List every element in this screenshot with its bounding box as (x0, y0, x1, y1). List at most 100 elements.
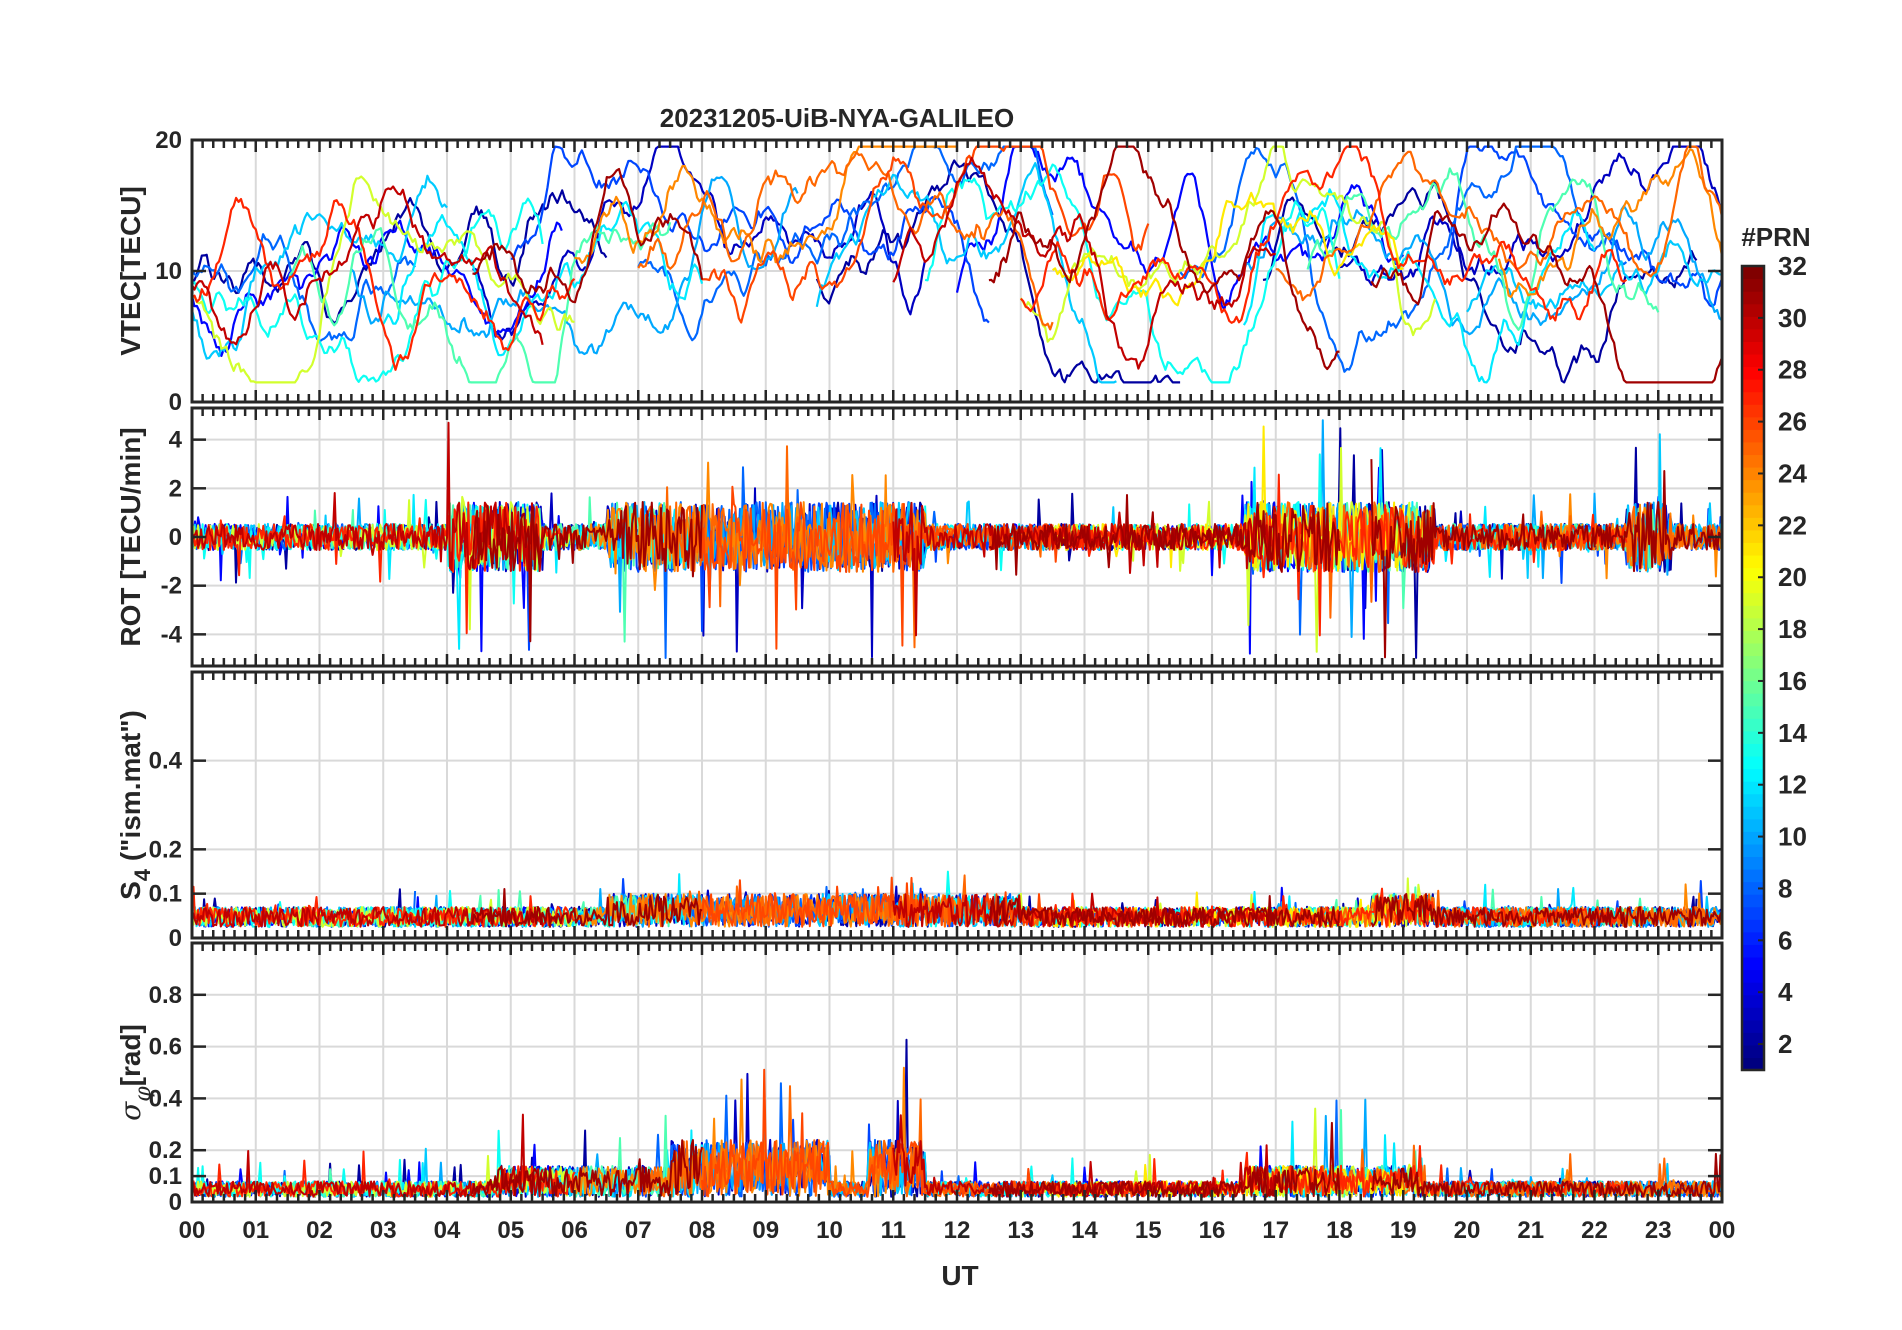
series-prn-8-line (637, 145, 1054, 342)
x-tick-label: 20 (1454, 1217, 1481, 1244)
series-prn-7-line (510, 145, 990, 324)
colorbar-tick-label: 30 (1778, 303, 1807, 333)
series-prn-7-line (1446, 145, 1722, 308)
series-prn-19-line (192, 175, 575, 384)
panel-s4-series (192, 870, 1722, 928)
panel-s4-ylabel: S4 ("ism.mat") (115, 710, 155, 900)
colorbar-segment (1742, 504, 1764, 518)
series-prn-12-line (382, 200, 704, 357)
colorbar-segment (1742, 718, 1764, 732)
colorbar-segment (1742, 303, 1764, 317)
y-tick-label: 0.2 (149, 1137, 182, 1164)
series-prn-31-line (987, 1121, 1341, 1198)
colorbar-segment (1742, 1007, 1764, 1021)
colorbar-segment (1742, 843, 1764, 858)
colorbar-segment (1742, 655, 1764, 669)
colorbar-segment (1742, 630, 1764, 644)
panel-vtec: 0 10 20 VTEC[TECU] (115, 127, 1724, 416)
colorbar-segment (1742, 768, 1764, 782)
x-tick-label: 09 (752, 1217, 779, 1244)
colorbar-segment (1742, 316, 1764, 330)
y-tick-label: 0.6 (149, 1034, 182, 1061)
colorbar-segment (1742, 894, 1764, 908)
x-tick-label: 18 (1326, 1217, 1353, 1244)
colorbar-segment (1742, 969, 1764, 983)
panel-rot-series (192, 419, 1722, 659)
panel-vtec-ylabel: VTEC[TECU] (115, 186, 146, 356)
colorbar-tick-label: 12 (1778, 770, 1807, 800)
colorbar-segment (1742, 806, 1764, 820)
x-tick-label: 04 (434, 1217, 461, 1244)
colorbar-segment (1742, 291, 1764, 305)
colorbar-segment (1742, 1057, 1764, 1071)
x-tick-label: 05 (497, 1217, 524, 1244)
y-tick-label: 20 (155, 127, 182, 154)
colorbar-segment (1742, 1044, 1764, 1059)
x-tick-label: 01 (242, 1217, 269, 1244)
colorbar-segment (1742, 956, 1764, 971)
colorbar-segment (1742, 994, 1764, 1008)
colorbar-segment (1742, 693, 1764, 707)
series-prn-31-line (987, 895, 1341, 928)
series-prn-10-line (350, 175, 799, 356)
colorbar-tick-label: 8 (1778, 873, 1792, 903)
colorbar-segment (1742, 755, 1764, 770)
colorbar-segment (1742, 567, 1764, 581)
panel-rot: -4 -2 0 2 4 ROT [TECU/min] (115, 406, 1724, 668)
series-prn-11-line (1466, 239, 1722, 313)
colorbar-tick-label: 32 (1778, 251, 1807, 281)
colorbar-segment (1742, 982, 1764, 996)
x-tick-label: 03 (370, 1217, 397, 1244)
colorbar-segment (1742, 278, 1764, 292)
x-tick-label: 00 (179, 1217, 206, 1244)
y-tick-label: 0.4 (149, 748, 183, 775)
series-prn-30-line (192, 421, 544, 572)
series-prn-31-line (472, 167, 704, 304)
x-tick-label: 17 (1262, 1217, 1289, 1244)
colorbar-tick-label: 22 (1778, 510, 1807, 540)
series-prn-31-line (1370, 1152, 1722, 1198)
y-tick-label: 0.1 (149, 1163, 182, 1190)
series-prn-25-line (637, 445, 1054, 649)
colorbar-tick-label: 24 (1778, 458, 1807, 488)
series-prn-31-line (471, 888, 703, 928)
panel-rot-ylabel: ROT [TECU/min] (115, 427, 146, 646)
y-tick-label: -4 (161, 621, 183, 648)
colorbar-segment (1742, 1019, 1764, 1033)
x-tick-label: 00 (1709, 1217, 1736, 1244)
series-prn-25-line (637, 151, 1054, 331)
colorbar-segment (1742, 366, 1764, 380)
colorbar-segment (1742, 416, 1764, 430)
y-tick-label: 0.1 (149, 881, 182, 908)
colorbar-frame (1740, 264, 1766, 1072)
x-tick-label: 19 (1390, 1217, 1417, 1244)
series-prn-30-line (892, 156, 1276, 370)
colorbar-segment (1742, 605, 1764, 619)
colorbar-tick-label: 4 (1778, 977, 1793, 1007)
colorbar-segment (1742, 379, 1764, 393)
x-tick-label: 14 (1071, 1217, 1098, 1244)
series-prn-30-line (192, 185, 544, 346)
colorbar-segment (1742, 680, 1764, 694)
panel-sigma: 00.10.2 0.4 0.6 0.8 σφ[rad] 00 01 02 03 04 05 06 07 0… (114, 941, 1736, 1244)
series-prn-8-line (192, 233, 416, 343)
colorbar-segment (1742, 404, 1764, 418)
series-prn-13-line (192, 197, 544, 383)
x-tick-label: 21 (1517, 1217, 1544, 1244)
x-tick-label: 23 (1645, 1217, 1672, 1244)
y-tick-label: 4 (169, 427, 183, 454)
series-prn-19-line (1019, 145, 1437, 343)
panel-vtec-series (192, 145, 1722, 384)
x-tick-label: 07 (625, 1217, 652, 1244)
colorbar-segment (1742, 730, 1764, 744)
colorbar-segment (1742, 919, 1764, 933)
chart-title: 20231205-UiB-NYA-GALILEO (660, 103, 1015, 133)
y-tick-label: 0.8 (149, 982, 182, 1009)
colorbar-tick-label: 14 (1778, 718, 1807, 748)
colorbar-segment (1742, 554, 1764, 569)
series-prn-24-line (573, 892, 958, 928)
colorbar-segment (1742, 831, 1764, 845)
colorbar-segment (1742, 869, 1764, 883)
colorbar-tick-label: 10 (1778, 822, 1807, 852)
